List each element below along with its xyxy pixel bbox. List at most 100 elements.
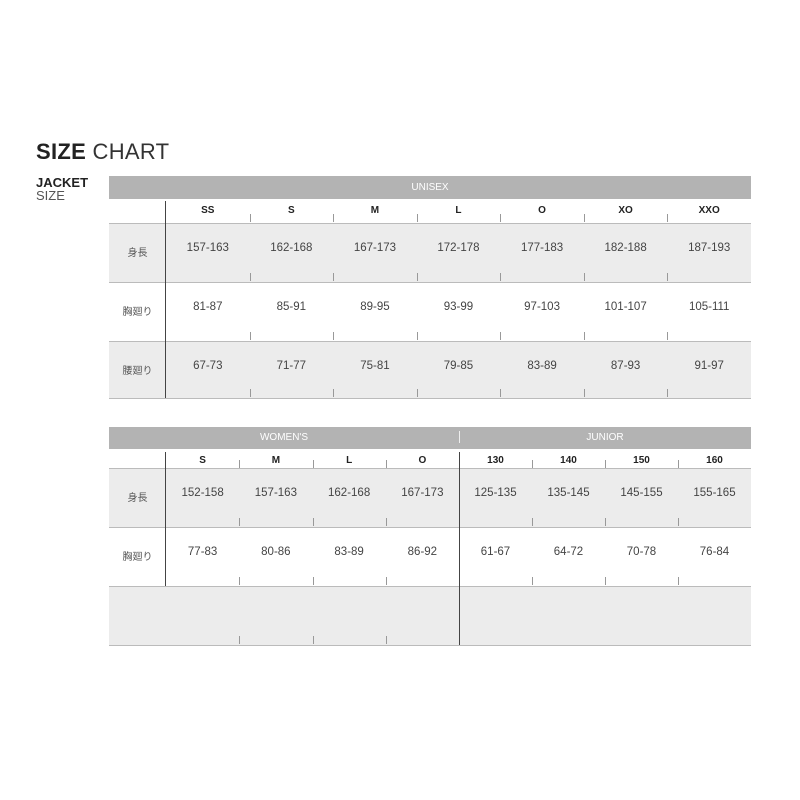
tick-mark: [249, 273, 251, 281]
row-divider: [109, 341, 751, 342]
size-header: O: [418, 455, 427, 466]
cell-value: 101-107: [604, 301, 647, 313]
tick-mark: [416, 389, 418, 397]
tick-mark: [385, 577, 387, 585]
tick-mark: [678, 577, 679, 585]
size-header: M: [271, 455, 281, 466]
tick-mark: [667, 332, 669, 340]
unisex-header: UNISEX: [109, 176, 751, 199]
tick-mark: [416, 214, 418, 222]
row-label: 腰廻り: [122, 366, 153, 377]
tick-mark: [416, 332, 418, 340]
size-header: O: [538, 205, 546, 216]
cell-value: 77-83: [187, 546, 218, 558]
tick-mark: [500, 389, 502, 397]
size-header: M: [370, 205, 380, 216]
row-divider: [109, 527, 751, 528]
row-divider: [109, 282, 751, 283]
tick-mark: [605, 518, 606, 526]
cell-value: 135-145: [547, 487, 590, 499]
cell-value: 83-89: [527, 360, 557, 372]
cell-value: 167-173: [401, 487, 444, 499]
cell-value: 80-86: [261, 546, 291, 558]
tick-mark: [500, 214, 502, 222]
tick-mark: [678, 460, 679, 468]
tick-mark: [312, 577, 314, 585]
cell-value: 89-95: [360, 301, 390, 313]
tick-mark: [239, 518, 241, 526]
cell-value: 70-78: [626, 546, 657, 558]
junior-header: JUNIOR: [459, 427, 751, 449]
cell-value: 64-72: [553, 546, 584, 558]
tick-mark: [532, 460, 533, 468]
cell-value: 87-93: [610, 360, 641, 372]
tick-mark: [312, 518, 314, 526]
tick-mark: [583, 214, 585, 222]
tick-mark: [583, 273, 585, 281]
cell-value: 86-92: [407, 546, 438, 558]
title-bold: SIZE: [36, 139, 87, 164]
cell-value: 162-168: [328, 487, 371, 499]
section-divider: [459, 452, 460, 645]
header-divider: [459, 431, 460, 443]
tick-mark: [239, 460, 241, 468]
tick-mark: [385, 518, 387, 526]
cell-value: 157-163: [254, 487, 297, 499]
cell-value: 177-183: [520, 242, 564, 254]
tick-mark: [532, 577, 533, 585]
cell-value: 155-165: [693, 487, 736, 499]
size-header: XXO: [698, 205, 720, 216]
cell-value: 187-193: [688, 242, 731, 254]
tick-mark: [667, 389, 669, 397]
cell-value: 71-77: [276, 360, 307, 372]
size-header: XO: [618, 205, 633, 216]
tick-mark: [385, 636, 387, 644]
size-header: 150: [633, 455, 650, 466]
cell-value: 167-173: [353, 242, 397, 254]
tick-mark: [678, 518, 679, 526]
subtitle-line1: JACKET: [36, 175, 89, 190]
label-column-divider: [165, 452, 166, 586]
cell-value: 79-85: [443, 360, 474, 372]
cell-value: 182-188: [604, 242, 647, 254]
cell-value: 81-87: [193, 301, 223, 313]
cell-value: 162-168: [270, 242, 313, 254]
tick-mark: [249, 332, 251, 340]
tick-mark: [583, 332, 585, 340]
row-label: 身長: [127, 493, 148, 504]
tick-mark: [333, 332, 335, 340]
size-header: L: [455, 205, 462, 216]
tick-mark: [583, 389, 585, 397]
tick-mark: [333, 389, 335, 397]
tick-mark: [312, 636, 314, 644]
row-label: 胸廻り: [122, 552, 153, 563]
cell-value: 75-81: [360, 360, 390, 372]
tick-mark: [239, 577, 241, 585]
cell-value: 157-163: [186, 242, 229, 254]
tick-mark: [500, 273, 502, 281]
cell-value: 61-67: [480, 546, 511, 558]
tick-mark: [333, 273, 335, 281]
tick-mark: [605, 460, 606, 468]
page-title: SIZE CHART: [36, 139, 169, 165]
row-divider: [109, 586, 751, 587]
cell-value: 105-111: [688, 301, 730, 313]
tick-mark: [312, 460, 314, 468]
cell-value: 83-89: [334, 546, 364, 558]
cell-value: 145-155: [620, 487, 663, 499]
tick-mark: [249, 214, 251, 222]
row-divider: [109, 645, 751, 646]
row-label: 胸廻り: [122, 307, 153, 318]
cell-value: 91-97: [694, 360, 724, 372]
size-header: S: [199, 455, 206, 466]
tick-mark: [532, 518, 533, 526]
row-divider: [109, 468, 751, 469]
size-header: 160: [706, 455, 723, 466]
table-row: [109, 468, 751, 527]
table-row: [109, 586, 751, 645]
size-header: 140: [560, 455, 577, 466]
tick-mark: [605, 577, 606, 585]
cell-value: 85-91: [276, 301, 307, 313]
row-divider: [109, 398, 751, 399]
